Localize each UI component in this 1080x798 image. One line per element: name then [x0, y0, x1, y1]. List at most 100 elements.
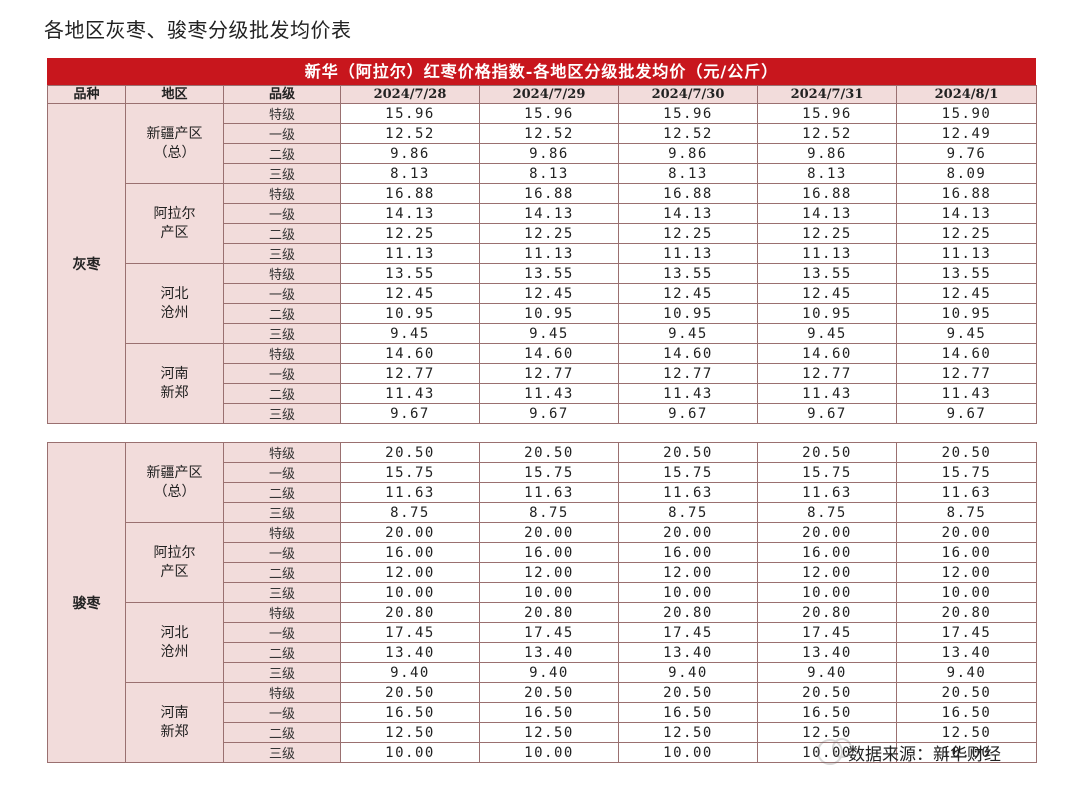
grade-cell: 特级: [223, 183, 341, 204]
price-cell: 12.50: [757, 722, 897, 744]
price-table: 新华（阿拉尔）红枣价格指数-各地区分级批发均价（元/公斤） 品种 地区 品级 2…: [47, 58, 1037, 764]
price-cell: 20.50: [618, 682, 758, 704]
grade-cell: 三级: [223, 243, 341, 264]
table-row: 河北 沧州 特级 13.55 13.55 13.55 13.55 13.55: [48, 263, 1037, 344]
price-cell: 9.45: [618, 323, 758, 344]
grade-cell: 一级: [223, 123, 341, 144]
price-cell: 11.13: [479, 243, 619, 264]
price-cell: 20.80: [896, 602, 1037, 624]
grade-cell: 三级: [223, 163, 341, 184]
region-name-line: 河北: [160, 285, 189, 302]
price-cell: 10.00: [618, 742, 758, 764]
region-name-line: （总）: [153, 483, 196, 500]
price-cell: 12.77: [618, 363, 758, 384]
region-cell: 新疆产区 （总）: [125, 442, 224, 524]
table-row: 三级 9.40 9.40 9.40 9.40 9.40: [48, 662, 1037, 684]
price-cell: 20.80: [757, 602, 897, 624]
header-date: 2024/7/30: [618, 85, 758, 104]
price-cell: 9.67: [896, 403, 1037, 424]
price-cell: 12.00: [340, 562, 480, 584]
price-cell: 20.00: [618, 522, 758, 544]
price-cell: 12.50: [340, 722, 480, 744]
price-cell: 16.00: [479, 542, 619, 564]
table-row: 三级 11.13 11.13 11.13 11.13 11.13: [48, 243, 1037, 264]
table-row: 一级 12.45 12.45 12.45 12.45 12.45: [48, 283, 1037, 304]
price-cell: 14.60: [757, 343, 897, 364]
table-row: 一级 17.45 17.45 17.45 17.45 17.45: [48, 622, 1037, 644]
price-cell: 11.63: [340, 482, 480, 504]
table-row: 骏枣 新疆产区 （总） 特级 20.50 20.50 20.50 20.50 20.50: [47, 442, 1037, 764]
price-cell: 11.43: [618, 383, 758, 404]
price-cell: 11.13: [896, 243, 1037, 264]
region-name-line: 阿拉尔: [153, 544, 196, 561]
price-cell: 13.40: [757, 642, 897, 664]
table-row: 一级 16.50 16.50 16.50 16.50 16.50: [48, 702, 1037, 724]
header-row: 品种 地区 品级 2024/7/28 2024/7/29 2024/7/30 2…: [47, 85, 1037, 104]
price-cell: 13.40: [896, 642, 1037, 664]
table-body: 灰枣 新疆产区 （总） 特级 15.96 15.96 15.96 15.96 15.90 一级 12…: [47, 103, 1037, 764]
price-cell: 13.55: [479, 263, 619, 284]
price-cell: 16.50: [340, 702, 480, 724]
header-date: 2024/8/1: [896, 85, 1037, 104]
price-cell: 12.45: [618, 283, 758, 304]
price-cell: 15.75: [757, 462, 897, 484]
price-cell: 16.00: [896, 542, 1037, 564]
table-row: 河南 新郑 特级 14.60 14.60 14.60 14.60 14.60: [48, 343, 1037, 424]
price-cell: 16.50: [896, 702, 1037, 724]
price-cell: 12.77: [479, 363, 619, 384]
price-cell: 17.45: [757, 622, 897, 644]
region-cell: 河南 新郑: [125, 343, 224, 424]
price-cell: 12.77: [896, 363, 1037, 384]
price-cell: 17.45: [340, 622, 480, 644]
grade-cell: 三级: [223, 323, 341, 344]
price-cell: 10.00: [757, 582, 897, 604]
price-cell: 14.13: [757, 203, 897, 224]
price-cell: 13.55: [757, 263, 897, 284]
price-cell: 20.50: [340, 442, 480, 464]
grade-cell: 一级: [223, 462, 341, 484]
grade-cell: 特级: [223, 682, 341, 704]
price-cell: 9.45: [896, 323, 1037, 344]
grade-cell: 一级: [223, 622, 341, 644]
price-cell: 14.13: [896, 203, 1037, 224]
price-cell: 12.45: [757, 283, 897, 304]
price-cell: 9.45: [757, 323, 897, 344]
table-row: 二级 12.00 12.00 12.00 12.00 12.00: [48, 562, 1037, 584]
table-row: 三级 8.75 8.75 8.75 8.75 8.75: [48, 502, 1037, 524]
price-cell: 15.96: [757, 103, 897, 124]
price-cell: 9.76: [896, 143, 1037, 164]
region-name-line: 新郑: [160, 723, 189, 740]
price-cell: 16.50: [479, 702, 619, 724]
price-cell: 14.60: [618, 343, 758, 364]
grade-cell: 一级: [223, 363, 341, 384]
region-cell: 阿拉尔 产区: [125, 522, 224, 604]
price-cell: 12.25: [479, 223, 619, 244]
price-cell: 10.00: [479, 582, 619, 604]
region-name-line: 新疆产区: [146, 125, 203, 142]
price-cell: 20.00: [479, 522, 619, 544]
price-cell: 12.25: [757, 223, 897, 244]
region-name-line: 沧州: [160, 643, 189, 660]
price-cell: 12.45: [340, 283, 480, 304]
price-cell: 8.75: [896, 502, 1037, 524]
price-cell: 12.50: [479, 722, 619, 744]
grade-cell: 特级: [223, 602, 341, 624]
price-cell: 9.67: [618, 403, 758, 424]
price-cell: 20.50: [896, 682, 1037, 704]
price-cell: 20.00: [896, 522, 1037, 544]
region-name-line: 阿拉尔: [153, 205, 196, 222]
region-name-line: 河南: [160, 704, 189, 721]
page-title: 各地区灰枣、骏枣分级批发均价表: [44, 18, 352, 42]
price-cell: 12.52: [340, 123, 480, 144]
price-grid: 品种 地区 品级 2024/7/28 2024/7/29 2024/7/30 2…: [47, 85, 1037, 764]
grade-cell: 特级: [223, 343, 341, 364]
table-row: 一级 15.75 15.75 15.75 15.75 15.75: [48, 462, 1037, 484]
grade-cell: 三级: [223, 742, 341, 764]
table-row: 一级 14.13 14.13 14.13 14.13 14.13: [48, 203, 1037, 224]
price-cell: 11.63: [896, 482, 1037, 504]
grade-cell: 特级: [223, 263, 341, 284]
price-cell: 9.45: [340, 323, 480, 344]
price-cell: 15.96: [340, 103, 480, 124]
region-cell: 河南 新郑: [125, 682, 224, 764]
grade-cell: 二级: [223, 383, 341, 404]
